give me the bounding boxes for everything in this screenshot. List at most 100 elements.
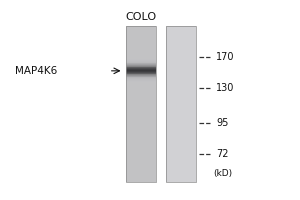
Bar <box>166 99 196 100</box>
Bar <box>126 151 156 152</box>
Bar <box>126 119 156 120</box>
Bar <box>166 47 196 48</box>
Bar <box>166 94 196 95</box>
Bar <box>126 86 156 87</box>
Bar <box>166 116 196 117</box>
Bar <box>166 39 196 40</box>
Bar <box>126 45 156 46</box>
Bar <box>126 32 156 33</box>
Bar <box>126 121 156 122</box>
Bar <box>126 145 156 146</box>
Bar <box>126 171 156 172</box>
Bar <box>166 149 196 150</box>
Bar <box>166 172 196 173</box>
Bar <box>166 32 196 33</box>
Bar <box>166 144 196 145</box>
Bar <box>166 180 196 181</box>
Bar <box>166 126 196 127</box>
Bar <box>126 107 156 108</box>
Bar <box>166 148 196 149</box>
Bar <box>166 127 196 128</box>
Text: COLO: COLO <box>126 12 157 22</box>
Bar <box>126 75 156 76</box>
Bar <box>166 121 196 122</box>
Bar <box>126 127 156 128</box>
Bar <box>166 100 196 101</box>
Text: 170: 170 <box>216 52 235 62</box>
Bar <box>166 27 196 28</box>
Bar <box>126 63 156 64</box>
Bar <box>166 63 196 64</box>
Bar <box>166 51 196 52</box>
Bar <box>166 82 196 83</box>
Bar <box>166 118 196 119</box>
Bar <box>126 97 156 98</box>
Bar <box>126 175 156 176</box>
Bar <box>166 140 196 141</box>
Bar <box>166 46 196 47</box>
Bar <box>126 131 156 132</box>
Bar <box>126 90 156 91</box>
Bar <box>126 166 156 167</box>
Bar <box>166 48 196 49</box>
Bar <box>126 135 156 136</box>
Bar <box>126 134 156 135</box>
Bar <box>166 45 196 46</box>
Bar <box>126 52 156 53</box>
Bar <box>126 27 156 28</box>
Bar <box>166 175 196 176</box>
Bar <box>166 171 196 172</box>
Bar <box>166 66 196 67</box>
Bar <box>126 34 156 35</box>
Bar <box>166 167 196 168</box>
Bar <box>166 150 196 151</box>
Bar <box>166 112 196 113</box>
Bar <box>166 162 196 163</box>
Bar <box>126 170 156 171</box>
Bar <box>166 165 196 166</box>
Bar <box>126 125 156 126</box>
Bar <box>126 144 156 145</box>
Bar <box>166 83 196 84</box>
Bar <box>166 33 196 34</box>
Bar <box>166 31 196 32</box>
Bar <box>166 38 196 39</box>
Bar <box>166 161 196 162</box>
Bar <box>166 139 196 140</box>
Bar <box>166 179 196 180</box>
Bar <box>166 177 196 178</box>
Bar <box>126 132 156 133</box>
Bar <box>126 142 156 143</box>
Bar <box>126 65 156 66</box>
Bar <box>126 157 156 158</box>
Bar <box>166 97 196 98</box>
Bar <box>166 72 196 73</box>
Bar <box>166 156 196 157</box>
Bar <box>166 129 196 130</box>
Bar <box>166 88 196 89</box>
Bar <box>166 163 196 164</box>
Bar <box>166 98 196 99</box>
Bar <box>166 52 196 53</box>
Bar <box>166 154 196 155</box>
Bar <box>126 169 156 170</box>
Bar <box>166 134 196 135</box>
Bar <box>126 115 156 116</box>
Bar <box>126 158 156 159</box>
Bar <box>166 169 196 170</box>
Bar <box>126 180 156 181</box>
Bar <box>126 177 156 178</box>
Bar <box>126 139 156 140</box>
Bar <box>166 170 196 171</box>
Bar <box>126 68 156 69</box>
Bar <box>126 40 156 41</box>
Bar <box>166 123 196 124</box>
Bar <box>166 135 196 136</box>
Bar <box>126 37 156 38</box>
Bar <box>126 141 156 142</box>
Bar <box>166 56 196 57</box>
Bar <box>126 91 156 92</box>
Bar <box>126 146 156 147</box>
Bar <box>166 61 196 62</box>
Bar <box>126 112 156 113</box>
